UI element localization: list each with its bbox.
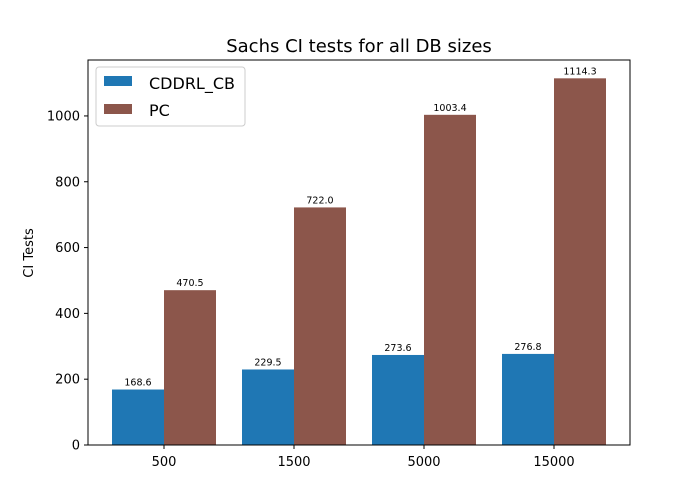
data-labels-layer: 168.6 470.5 229.5 722.0 273.6 1003.4 276.8 1114… <box>124 66 596 388</box>
x-tick-label-5000: 5000 <box>407 455 440 470</box>
y-tick-label-200: 200 <box>55 373 80 388</box>
bar-cddrl-cb-1500 <box>242 369 294 445</box>
legend-box <box>95 66 246 127</box>
y-tick-label-400: 400 <box>55 307 80 322</box>
data-label-pc-15000: 1114.3 <box>563 66 596 77</box>
x-tick-label-500: 500 <box>152 455 177 470</box>
bar-cddrl-cb-500 <box>112 389 164 445</box>
bar-pc-5000 <box>424 114 476 446</box>
plot-frame <box>87 59 631 446</box>
legend-label-cddrl-cb: CDDRL_CB <box>149 74 235 94</box>
y-tick-label-800: 800 <box>55 175 80 190</box>
data-label-cddrl-cb-1500: 229.5 <box>254 357 281 368</box>
bars-layer <box>112 78 606 446</box>
bar-cddrl-cb-15000 <box>502 353 554 445</box>
bar-pc-500 <box>164 290 216 445</box>
data-label-pc-5000: 1003.4 <box>433 103 466 114</box>
data-label-cddrl-cb-500: 168.6 <box>124 378 151 389</box>
x-tick-label-1500: 1500 <box>277 455 310 470</box>
y-tick-label-1000: 1000 <box>47 109 80 124</box>
x-tick-label-15000: 15000 <box>533 455 574 470</box>
legend-swatch-pc <box>104 104 132 114</box>
bar-pc-15000 <box>554 78 606 445</box>
data-label-cddrl-cb-5000: 273.6 <box>384 343 411 354</box>
bar-pc-1500 <box>294 207 346 445</box>
x-axis: 500 1500 5000 15000 <box>152 445 575 470</box>
legend-swatch-cddrl-cb <box>104 76 132 86</box>
y-tick-label-600: 600 <box>55 241 80 256</box>
data-label-pc-500: 470.5 <box>176 278 203 289</box>
chart-title: Sachs CI tests for all DB sizes <box>226 36 492 57</box>
bar-cddrl-cb-5000 <box>372 354 424 445</box>
y-axis: 0 200 400 600 800 1000 <box>47 109 88 454</box>
legend: CDDRL_CB PC <box>95 66 246 127</box>
y-axis-label: CI Tests <box>22 228 37 278</box>
data-label-cddrl-cb-15000: 276.8 <box>514 342 541 353</box>
y-tick-label-0: 0 <box>72 439 80 454</box>
legend-label-pc: PC <box>149 101 170 120</box>
data-label-pc-1500: 722.0 <box>306 195 333 206</box>
